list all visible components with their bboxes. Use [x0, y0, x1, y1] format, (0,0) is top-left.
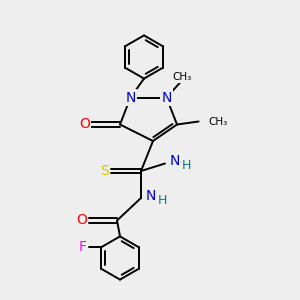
Text: N: N: [161, 91, 172, 104]
Text: N: N: [169, 154, 180, 168]
Text: CH₃: CH₃: [172, 72, 192, 82]
Text: H: H: [158, 194, 167, 208]
Text: N: N: [125, 91, 136, 104]
Text: CH₃: CH₃: [208, 116, 227, 127]
Text: N: N: [146, 190, 156, 203]
Text: O: O: [76, 214, 87, 227]
Text: S: S: [100, 164, 109, 178]
Text: H: H: [182, 159, 191, 172]
Text: F: F: [79, 240, 87, 254]
Text: O: O: [79, 118, 90, 131]
